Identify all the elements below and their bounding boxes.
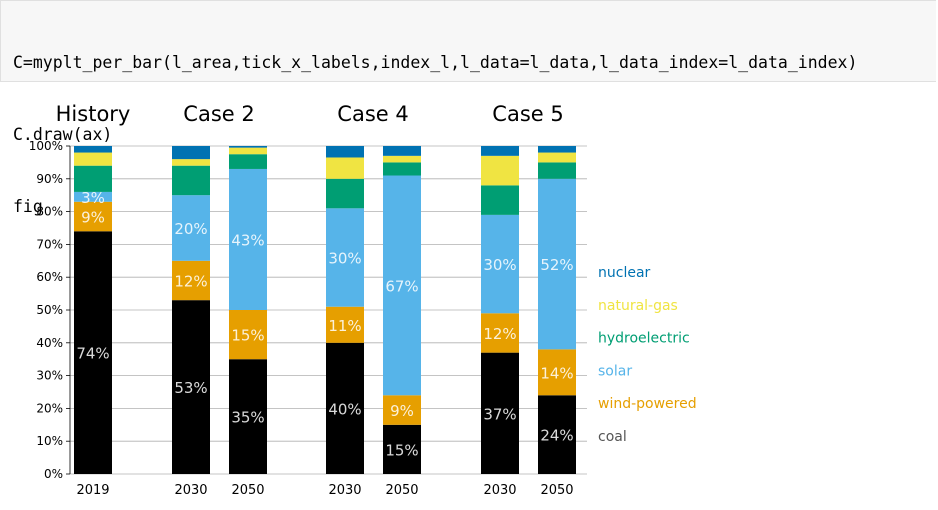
x-tick-label: 2019 xyxy=(76,483,109,498)
legend-label-coal: coal xyxy=(598,429,627,445)
bar-segment-nuclear xyxy=(326,146,364,158)
data-label: 30% xyxy=(483,256,516,274)
y-tick-label: 10% xyxy=(36,434,63,448)
y-tick-label: 90% xyxy=(36,172,63,186)
bar-segment-solar xyxy=(538,178,576,350)
bar-segment-wind-powered xyxy=(172,260,210,301)
y-tick-label: 40% xyxy=(36,336,63,350)
bar-segment-solar xyxy=(229,168,267,310)
bar-segment-hydroelectric xyxy=(172,165,210,196)
bar-segment-hydroelectric xyxy=(326,178,364,209)
legend-label-wind-powered: wind-powered xyxy=(598,396,697,412)
bar-segment-solar xyxy=(74,191,112,202)
legend-label-hydroelectric: hydroelectric xyxy=(598,331,690,347)
y-tick-label: 60% xyxy=(36,270,63,284)
data-label: 37% xyxy=(483,405,516,423)
x-tick-label: 2030 xyxy=(174,483,207,498)
data-label: 12% xyxy=(174,272,207,290)
bar-segment-solar xyxy=(383,175,421,396)
bar-segment-natural-gas xyxy=(229,147,267,155)
y-tick-label: 80% xyxy=(36,205,63,219)
legend-label-nuclear: nuclear xyxy=(598,265,651,281)
bar-segment-solar xyxy=(172,195,210,261)
bar-segment-coal xyxy=(229,359,267,474)
code-line-1: C=myplt_per_bar(l_area,tick_x_labels,ind… xyxy=(13,53,858,72)
bar-segment-coal xyxy=(538,395,576,474)
data-label: 9% xyxy=(390,402,414,420)
bar-segment-solar xyxy=(326,208,364,307)
bar-segment-solar xyxy=(481,214,519,314)
code-line-3: fig xyxy=(13,197,43,216)
y-tick-label: 50% xyxy=(36,303,63,317)
data-label: 9% xyxy=(81,209,105,227)
code-line-2: C.draw(ax) xyxy=(13,125,113,144)
data-label: 40% xyxy=(328,400,361,418)
legend-label-natural-gas: natural-gas xyxy=(598,298,678,314)
bar-segment-wind-powered xyxy=(538,349,576,396)
legend-label-solar: solar xyxy=(598,363,632,379)
y-tick-label: 30% xyxy=(36,369,63,383)
bar-segment-nuclear xyxy=(172,146,210,160)
bar-segment-natural-gas xyxy=(326,157,364,179)
y-tick-label: 0% xyxy=(44,467,63,481)
bar-segment-wind-powered xyxy=(229,310,267,360)
data-label: 11% xyxy=(328,317,361,335)
data-label: 67% xyxy=(385,277,418,295)
group-title: Case 4 xyxy=(337,102,408,126)
group-title: Case 5 xyxy=(492,102,563,126)
stacked-bar-chart: 0% 10% 20% 30% 40% 50% 60% 70% 80% 90% 100% 74% 9% 3%… xyxy=(29,102,697,498)
x-tick-label: 2050 xyxy=(231,483,264,498)
data-label: 30% xyxy=(328,250,361,268)
output-chart: 0% 10% 20% 30% 40% 50% 60% 70% 80% 90% 100% 74% 9% 3%… xyxy=(0,86,938,506)
code-cell[interactable]: C=myplt_per_bar(l_area,tick_x_labels,ind… xyxy=(0,0,936,216)
data-label: 35% xyxy=(231,409,264,427)
bar-segment-natural-gas xyxy=(172,159,210,166)
bar-segment-coal xyxy=(326,342,364,474)
bar-segment-wind-powered xyxy=(74,201,112,232)
x-tick-label: 2050 xyxy=(385,483,418,498)
bar-segment-nuclear xyxy=(383,146,421,156)
group-title: Case 2 xyxy=(183,102,254,126)
data-label: 12% xyxy=(483,325,516,343)
data-label: 20% xyxy=(174,220,207,238)
bar-segment-nuclear xyxy=(481,146,519,156)
bar-segment-nuclear xyxy=(538,146,576,153)
bar-segment-coal xyxy=(172,300,210,474)
data-label: 74% xyxy=(76,345,109,363)
group-title: History xyxy=(56,102,131,126)
x-tick-label: 2050 xyxy=(540,483,573,498)
bar-segment-hydroelectric xyxy=(74,165,112,192)
x-tick-label: 2030 xyxy=(483,483,516,498)
bar-segment-coal xyxy=(74,231,112,474)
bar-segment-nuclear xyxy=(74,146,112,153)
bar-segment-hydroelectric xyxy=(229,154,267,169)
bar-segment-wind-powered xyxy=(326,306,364,343)
data-label: 52% xyxy=(540,256,573,274)
x-tick-label: 2030 xyxy=(328,483,361,498)
bar-segment-nuclear xyxy=(229,146,267,148)
bar-segment-wind-powered xyxy=(383,395,421,425)
data-label: 43% xyxy=(231,231,264,249)
bar-segment-hydroelectric xyxy=(383,162,421,176)
data-label: 14% xyxy=(540,364,573,382)
bar-segment-natural-gas xyxy=(481,155,519,186)
data-label: 53% xyxy=(174,379,207,397)
y-tick-label: 100% xyxy=(29,139,63,153)
data-label: 24% xyxy=(540,427,573,445)
data-label: 3% xyxy=(81,189,105,207)
bar-segment-wind-powered xyxy=(481,313,519,353)
bar-segment-hydroelectric xyxy=(481,185,519,215)
bar-segment-coal xyxy=(481,352,519,474)
y-tick-label: 70% xyxy=(36,237,63,251)
y-tick-label: 20% xyxy=(36,401,63,415)
bar-segment-natural-gas xyxy=(383,155,421,163)
bar-segment-natural-gas xyxy=(74,152,112,166)
bar-segment-coal xyxy=(383,424,421,474)
bar-segment-hydroelectric xyxy=(538,162,576,179)
bar-segment-natural-gas xyxy=(538,152,576,163)
data-label: 15% xyxy=(385,441,418,459)
data-label: 15% xyxy=(231,327,264,345)
